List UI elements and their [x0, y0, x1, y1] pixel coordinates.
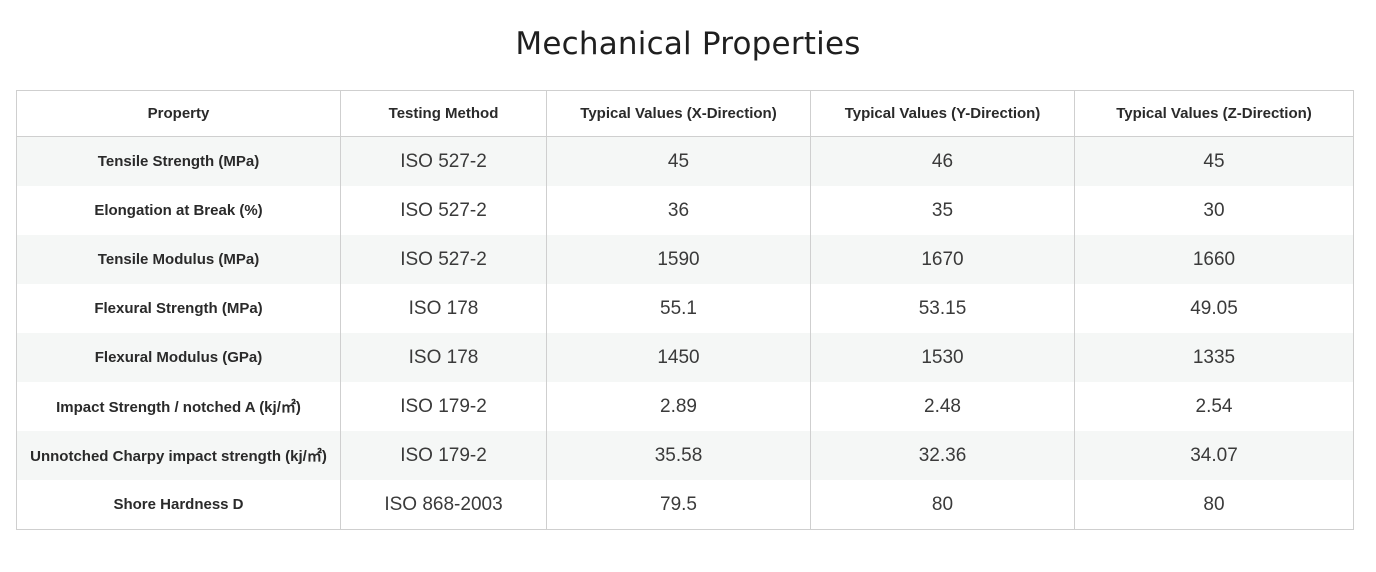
cell-z-value: 1660 — [1074, 235, 1354, 284]
table-row: Flexural Strength (MPa) ISO 178 55.1 53.15 4… — [16, 284, 1354, 333]
cell-z-value: 2.54 — [1074, 382, 1354, 431]
cell-testing-method: ISO 179-2 — [340, 382, 547, 431]
cell-x-value: 35.58 — [546, 431, 811, 480]
table-row: Unnotched Charpy impact strength (kj/㎡) I… — [16, 431, 1354, 480]
cell-y-value: 1670 — [810, 235, 1075, 284]
cell-property: Tensile Modulus (MPa) — [16, 235, 341, 284]
cell-x-value: 55.1 — [546, 284, 811, 333]
cell-x-value: 45 — [546, 136, 811, 186]
cell-y-value: 53.15 — [810, 284, 1075, 333]
cell-z-value: 45 — [1074, 136, 1354, 186]
cell-z-value: 1335 — [1074, 333, 1354, 382]
cell-y-value: 32.36 — [810, 431, 1075, 480]
cell-testing-method: ISO 868-2003 — [340, 480, 547, 530]
cell-z-value: 30 — [1074, 186, 1354, 235]
header-x-direction: Typical Values (X-Direction) — [546, 90, 811, 137]
cell-testing-method: ISO 527-2 — [340, 136, 547, 186]
cell-testing-method: ISO 178 — [340, 284, 547, 333]
cell-z-value: 49.05 — [1074, 284, 1354, 333]
table-row: Shore Hardness D ISO 868-2003 79.5 80 80 — [16, 480, 1354, 530]
table-header-row: Property Testing Method Typical Values (… — [16, 90, 1354, 137]
header-testing-method: Testing Method — [340, 90, 547, 137]
cell-x-value: 79.5 — [546, 480, 811, 530]
cell-property: Flexural Modulus (GPa) — [16, 333, 341, 382]
table-row: Flexural Modulus (GPa) ISO 178 1450 1530 133… — [16, 333, 1354, 382]
cell-x-value: 1450 — [546, 333, 811, 382]
cell-property: Impact Strength / notched A (kj/㎡) — [16, 382, 341, 431]
header-z-direction: Typical Values (Z-Direction) — [1074, 90, 1354, 137]
table-row: Tensile Strength (MPa) ISO 527-2 45 46 45 — [16, 136, 1354, 186]
cell-property: Flexural Strength (MPa) — [16, 284, 341, 333]
cell-x-value: 1590 — [546, 235, 811, 284]
cell-testing-method: ISO 527-2 — [340, 235, 547, 284]
cell-x-value: 36 — [546, 186, 811, 235]
cell-testing-method: ISO 527-2 — [340, 186, 547, 235]
cell-property: Unnotched Charpy impact strength (kj/㎡) — [16, 431, 341, 480]
cell-property: Tensile Strength (MPa) — [16, 136, 341, 186]
cell-property: Shore Hardness D — [16, 480, 341, 530]
cell-y-value: 2.48 — [810, 382, 1075, 431]
cell-testing-method: ISO 179-2 — [340, 431, 547, 480]
cell-y-value: 35 — [810, 186, 1075, 235]
cell-y-value: 80 — [810, 480, 1075, 530]
cell-property: Elongation at Break (%) — [16, 186, 341, 235]
table-body: Tensile Strength (MPa) ISO 527-2 45 46 45 Elo… — [16, 136, 1354, 530]
page-title: Mechanical Properties — [515, 26, 861, 62]
cell-y-value: 46 — [810, 136, 1075, 186]
table-row: Impact Strength / notched A (kj/㎡) ISO 17… — [16, 382, 1354, 431]
mechanical-properties-table: Property Testing Method Typical Values (… — [16, 90, 1354, 530]
header-property: Property — [16, 90, 341, 137]
header-y-direction: Typical Values (Y-Direction) — [810, 90, 1075, 137]
cell-z-value: 80 — [1074, 480, 1354, 530]
cell-z-value: 34.07 — [1074, 431, 1354, 480]
table-row: Elongation at Break (%) ISO 527-2 36 35 30 — [16, 186, 1354, 235]
cell-x-value: 2.89 — [546, 382, 811, 431]
cell-y-value: 1530 — [810, 333, 1075, 382]
table-row: Tensile Modulus (MPa) ISO 527-2 1590 1670 16… — [16, 235, 1354, 284]
cell-testing-method: ISO 178 — [340, 333, 547, 382]
